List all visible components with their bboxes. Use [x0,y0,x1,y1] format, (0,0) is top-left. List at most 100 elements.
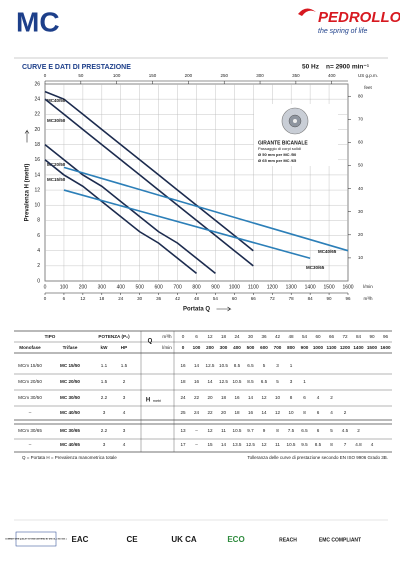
cell: 16 [180,363,186,368]
x3-tick-label: 6 [63,296,66,301]
header-cell: 1600 [380,345,391,350]
cell: 8 [330,442,333,447]
cell: 10.5 [233,428,242,433]
cell: 6 [317,410,320,415]
cell: 18 [180,379,186,384]
x2-tick-label: 0 [44,73,47,78]
cell: 18 [234,410,240,415]
header-cell: l/min [162,345,172,350]
x3-tick-label: 84 [308,296,314,301]
tagline: the spring of life [318,28,368,35]
footer-tolerance: Tolleranza delle curve di prestazione se… [247,455,388,460]
curve-label: MC40/65 [318,249,337,254]
cell: 14 [194,363,200,368]
cell: 9.5 [301,442,308,447]
cert-mark: EAC [72,535,89,544]
axis-unit: US g.p.m. [358,73,378,78]
cell: 10 [288,410,294,415]
x-tick-label: 300 [98,284,107,290]
inset: GIRANTE BICANALE Passaggio di corpi soli… [254,104,338,166]
y2-tick-label: 70 [358,117,364,122]
cert-marks: COMPANY WITH QUALITY SYSTEM CERTIFIED BY… [5,531,361,547]
x3-tick-label: 78 [289,296,295,301]
cell: 4.8 [355,442,362,447]
y2-tick-label: 50 [358,163,364,168]
y2-tick-label: 30 [358,209,364,214]
curve-label: MC15/50 [47,177,66,182]
cell: 18 [221,395,227,400]
x-tick-label: 200 [79,284,88,290]
y-tick-label: 6 [37,233,40,239]
y-tick-label: 18 [34,142,40,148]
cell: 2.2 [101,395,108,400]
x-tick-label: 800 [192,284,201,290]
y-tick-label: 8 [37,218,40,224]
cell: 7 [344,442,347,447]
cell: 3 [103,410,106,415]
cell: 1 [303,379,306,384]
speed: n= 2900 min⁻¹ [326,64,369,71]
cell: 2 [357,428,360,433]
header-cell: 400 [233,345,241,350]
logo-swirl [298,8,316,16]
y2-tick-label: 60 [358,140,364,145]
cell: 10.5 [233,379,242,384]
y2-tick-label: 10 [358,255,364,260]
y-tick-label: 4 [37,248,40,254]
header-cell: 96 [383,334,389,339]
cert-text: COMPANY WITH QUALITY SYSTEM CERTIFIED BY… [5,537,67,540]
y-tick-label: 26 [34,81,40,87]
header-cell: 300 [220,345,228,350]
header-cell: 1100 [327,345,337,350]
cell: 20 [221,410,227,415]
y-tick-label: 20 [34,127,40,133]
cell: 12 [261,442,267,447]
cert-box [15,531,57,547]
cell: 20 [207,395,213,400]
x2-tick-label: 150 [149,73,157,78]
header-cell: 0 [182,345,185,350]
cell: MCm 30/65 [18,428,42,433]
axis-unit: m³/h [364,296,373,301]
cert-mark: CE [126,535,138,544]
cell: 14 [248,395,254,400]
cell: 11 [275,442,280,447]
cell: 8 [303,410,306,415]
header-cell: 66 [329,334,335,339]
y-tick-label: 2 [37,263,40,269]
curve [44,159,197,275]
header-cell: metri [153,399,162,403]
x3-tick-label: 42 [175,296,181,301]
cell: 14 [207,379,213,384]
x3-tick-label: 60 [232,296,238,301]
header-cell: 42 [275,334,281,339]
header-cell: 60 [315,334,321,339]
x2-tick-label: 50 [78,73,84,78]
header-cell: 1000 [313,345,324,350]
cert-mark: REACH [279,537,297,543]
frequency: 50 Hz [302,64,320,71]
cell: 1.5 [121,363,128,368]
cell: 4 [317,395,320,400]
y-tick-label: 24 [34,96,40,102]
curve-label: MC40/50 [47,98,66,103]
header-cell: 800 [287,345,295,350]
header-cell: 18 [221,334,227,339]
cell: 8.5 [234,363,241,368]
arrow [24,129,30,143]
cell: 6 [303,395,306,400]
x-tick-label: 1500 [324,284,335,290]
x-tick-label: 1600 [342,284,353,290]
x3-tick-label: 72 [270,296,276,301]
model-title: MC [16,6,60,37]
cell: 10.5 [287,442,296,447]
cell: 6.5 [261,379,268,384]
x3-tick-label: 90 [327,296,333,301]
x2-tick-label: 100 [113,73,121,78]
cell: 25 [180,410,186,415]
cell: 8.5 [247,379,254,384]
cell: 2 [344,410,347,415]
header-cell: m³/h [162,334,172,339]
x-tick-label: 1300 [286,284,297,290]
